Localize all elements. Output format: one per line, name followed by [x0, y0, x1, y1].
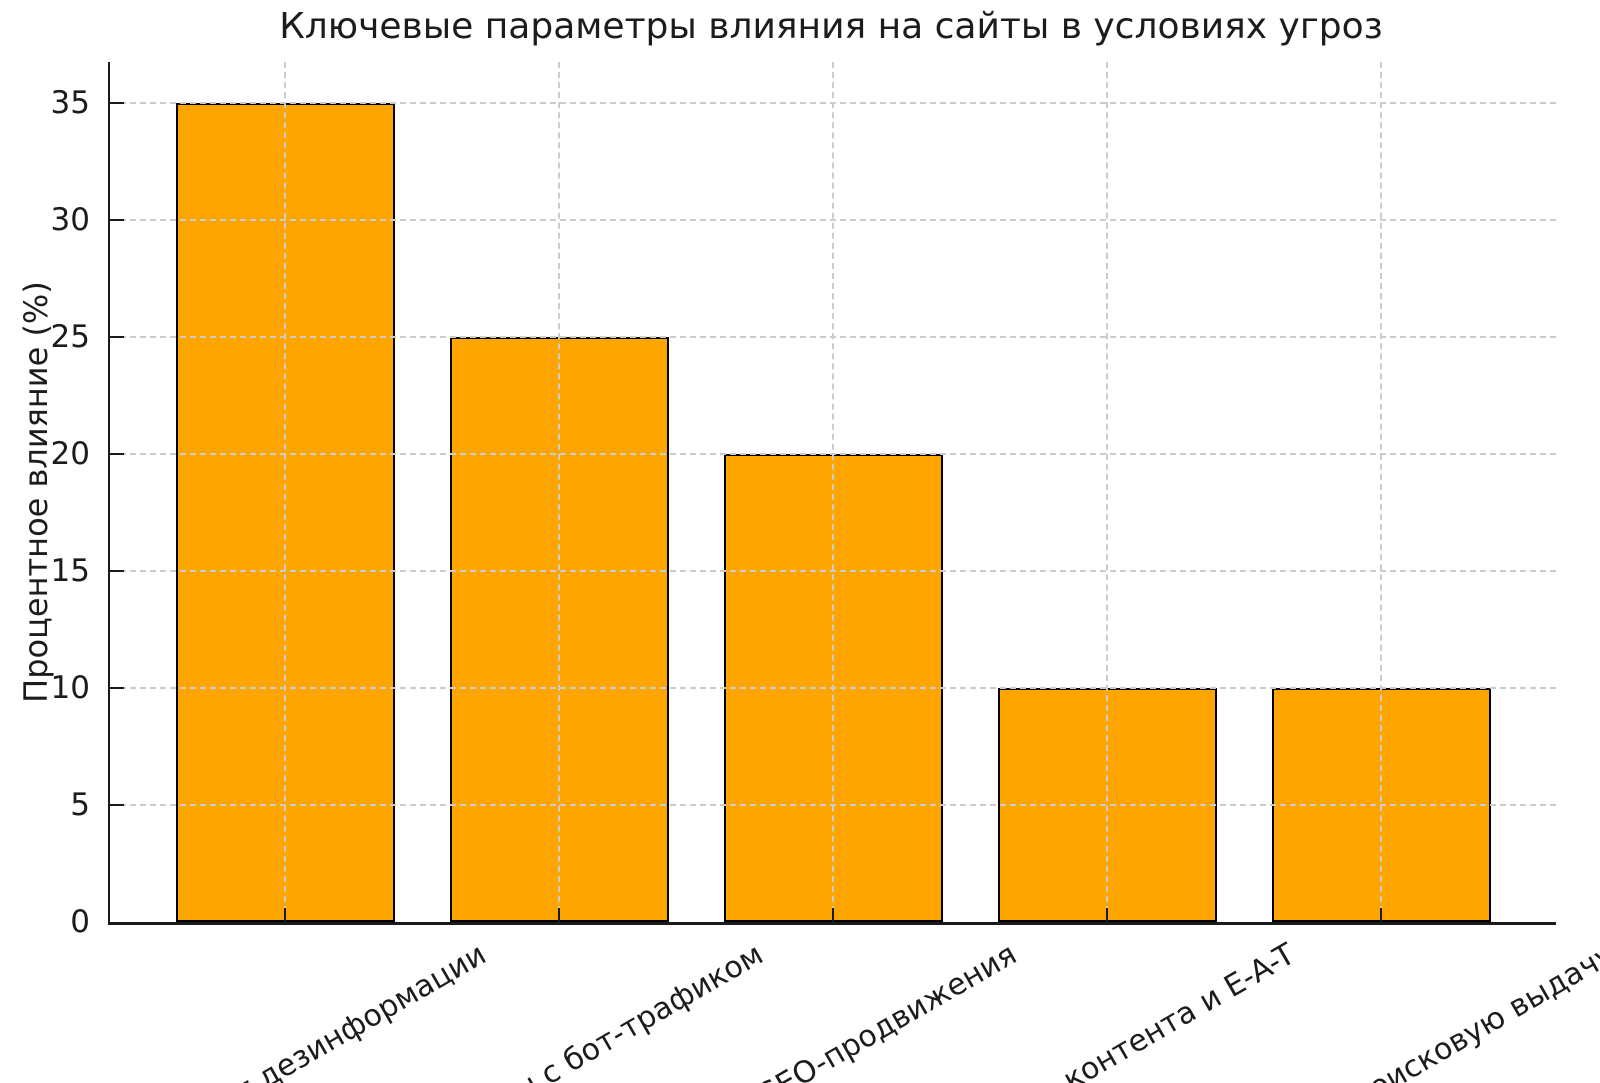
y-tick-label-0: 0 — [70, 904, 90, 940]
y-tick-25 — [110, 335, 124, 339]
x-tick-1 — [557, 908, 561, 922]
y-tick-15 — [110, 569, 124, 573]
y-tick-label-35: 35 — [50, 84, 90, 121]
y-gridline-5 — [110, 804, 1556, 806]
y-gridline-30 — [110, 218, 1556, 221]
y-tick-10 — [110, 686, 124, 690]
chart-title: Ключевые параметры влияния на сайты в ус… — [279, 6, 1383, 47]
y-tick-label-25: 25 — [50, 318, 90, 355]
plot-area: 0 5 10 15 20 25 30 35 Ущерб от дезинформации Проб… — [51, 62, 1600, 1083]
y-gridline-25 — [110, 335, 1556, 338]
y-gridline-10 — [110, 687, 1556, 689]
y-tick-5 — [110, 803, 124, 807]
x-gridline-2 — [832, 62, 834, 922]
x-tick-3 — [1105, 908, 1109, 922]
y-tick-label-20: 20 — [50, 435, 90, 472]
y-tick-20 — [110, 452, 124, 456]
x-tick-2 — [831, 908, 835, 922]
x-gridline-3 — [1106, 62, 1108, 922]
y-tick-label-5: 5 — [70, 787, 90, 823]
y-gridline-35 — [110, 101, 1556, 104]
y-gridline-15 — [110, 569, 1556, 572]
y-tick-30 — [110, 218, 124, 222]
y-tick-label-30: 30 — [50, 201, 90, 238]
x-tick-label-0: Ущерб от дезинформации — [115, 936, 493, 1083]
x-gridline-1 — [558, 62, 560, 922]
x-gridline-4 — [1380, 62, 1382, 922]
x-tick-4 — [1379, 908, 1383, 922]
y-gridline-20 — [110, 452, 1556, 455]
y-tick-35 — [110, 101, 124, 105]
x-gridline-0 — [284, 62, 286, 922]
y-tick-label-15: 15 — [50, 552, 90, 589]
x-tick-0 — [283, 908, 287, 922]
y-tick-label-10: 10 — [50, 670, 90, 706]
